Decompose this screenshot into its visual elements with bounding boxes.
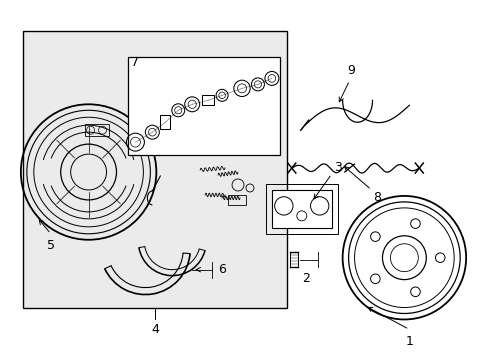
- Bar: [84, 124, 108, 136]
- Bar: [128, 58, 279, 155]
- Text: 5: 5: [47, 239, 55, 252]
- Text: 1: 1: [405, 335, 412, 348]
- Text: 3: 3: [333, 161, 341, 174]
- Bar: [202, 95, 214, 105]
- Bar: [160, 115, 170, 129]
- Text: 7: 7: [131, 56, 139, 69]
- Text: 2: 2: [301, 272, 309, 285]
- Bar: [227, 195, 245, 205]
- Bar: [271, 190, 331, 228]
- Text: 4: 4: [151, 323, 159, 336]
- Bar: [23, 31, 286, 307]
- Text: 9: 9: [347, 64, 355, 77]
- Bar: [265, 184, 337, 234]
- Text: 8: 8: [373, 192, 381, 204]
- Text: 6: 6: [218, 263, 225, 276]
